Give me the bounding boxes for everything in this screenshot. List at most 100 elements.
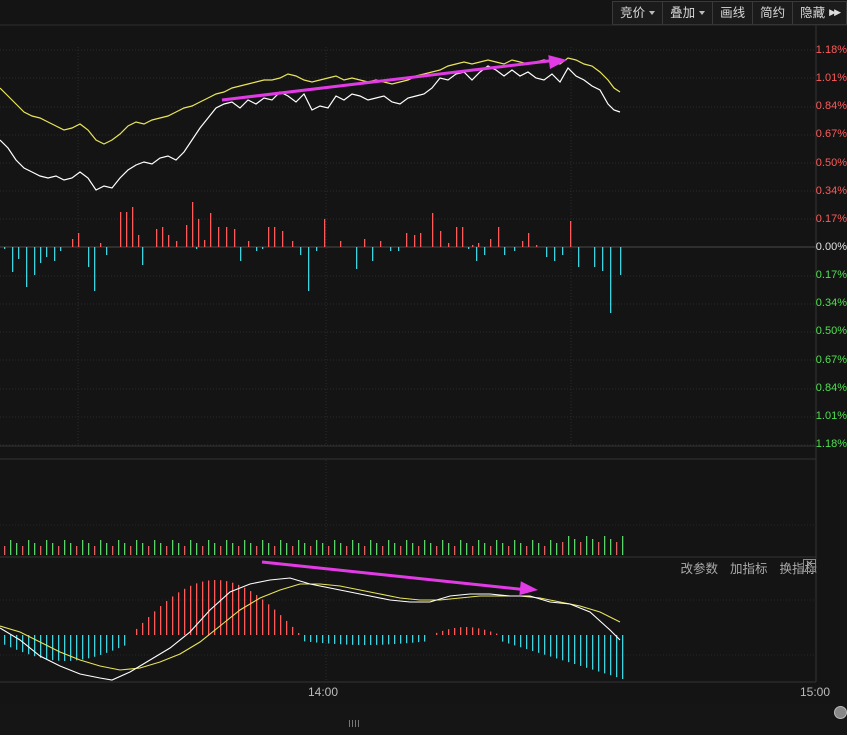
volume-bar <box>196 543 198 555</box>
macd-bar-down <box>574 635 576 665</box>
volume-bar <box>208 540 210 555</box>
macd-bar-up <box>442 630 444 635</box>
change-bar-up <box>156 229 158 247</box>
volume-bar <box>550 540 552 555</box>
change-bar-up <box>414 235 416 247</box>
y-axis-label-down: 1.18% <box>815 438 847 450</box>
change-bar-up <box>462 227 464 247</box>
macd-bar-down <box>424 635 426 642</box>
volume-bar <box>604 536 606 555</box>
volume-bar <box>388 540 390 555</box>
macd-bar-up <box>454 627 456 635</box>
volume-bar <box>430 543 432 555</box>
macd-bar-up <box>184 588 186 635</box>
volume-bar <box>586 536 588 555</box>
change-bar-down <box>40 247 42 263</box>
volume-bar <box>160 543 162 555</box>
macd-bar-down <box>112 635 114 651</box>
volume-bar <box>622 536 624 555</box>
average-price-line-path <box>0 57 621 145</box>
change-bar-up <box>440 231 442 247</box>
scrollbar-grip-icon[interactable] <box>349 720 361 727</box>
macd-bar-down <box>106 635 108 653</box>
change-bar-up <box>324 219 326 247</box>
y-axis-label-up: 0.17% <box>815 213 847 225</box>
volume-bar <box>562 542 564 555</box>
macd-bar-up <box>208 580 210 635</box>
macd-bar-down <box>370 635 372 645</box>
change-params-button[interactable]: 改参数 <box>680 561 718 576</box>
change-bar-down <box>26 247 28 287</box>
change-bar-up <box>292 241 294 247</box>
volume-bar <box>304 543 306 555</box>
double-chevron-right-icon: ▶▶ <box>829 8 841 18</box>
change-bar-up <box>120 212 122 247</box>
change-bar-down <box>106 247 108 255</box>
volume-bar <box>88 543 90 555</box>
volume-bar <box>598 542 600 555</box>
simple-mode-button[interactable]: 简约 <box>752 1 794 25</box>
macd-bar-up <box>472 627 474 635</box>
macd-bar-up <box>466 627 468 635</box>
change-bar-up <box>380 241 382 247</box>
macd-bar-down <box>322 635 324 644</box>
zoom-knob-icon[interactable] <box>834 706 847 719</box>
macd-bar-down <box>592 635 594 670</box>
volume-bar <box>346 546 348 555</box>
macd-bar-down <box>124 635 126 646</box>
volume-bar <box>472 546 474 555</box>
macd-bar-down <box>10 635 12 648</box>
macd-bar-up <box>484 629 486 635</box>
change-bar-down <box>620 247 622 275</box>
change-bar-up <box>132 207 134 247</box>
change-bar-up <box>498 227 500 247</box>
macd-bar-down <box>418 635 420 643</box>
add-indicator-button[interactable]: 加指标 <box>729 561 768 576</box>
volume-bar <box>34 543 36 555</box>
macd-bar-up <box>262 599 264 635</box>
change-bar-down <box>142 247 144 265</box>
volume-bar <box>238 546 240 555</box>
volume-bar <box>124 543 126 555</box>
hide-button[interactable]: 隐藏 ▶▶ <box>792 1 847 25</box>
macd-histogram <box>4 580 624 679</box>
change-bar-down <box>12 247 14 272</box>
volume-bar <box>82 540 84 555</box>
macd-bar-down <box>46 635 48 660</box>
horizontal-scrollbar[interactable] <box>0 704 847 735</box>
macd-bar-up <box>286 620 288 635</box>
change-bar-up <box>570 221 572 247</box>
macd-bar-down <box>394 635 396 645</box>
macd-bar-down <box>58 635 60 661</box>
macd-bar-up <box>274 609 276 635</box>
macd-bar-down <box>568 635 570 663</box>
change-bar-up <box>72 239 74 247</box>
macd-bar-up <box>142 622 144 635</box>
dropdown-caret-icon <box>649 11 656 15</box>
volume-bar <box>484 543 486 555</box>
volume-bar <box>148 546 150 555</box>
volume-bar <box>448 543 450 555</box>
bid-price-button[interactable]: 竞价 <box>612 1 664 25</box>
close-indicator-icon[interactable]: ✕ <box>803 559 816 572</box>
macd-bar-down <box>358 635 360 645</box>
volume-bar <box>406 540 408 555</box>
change-bar-up <box>226 227 228 247</box>
volume-bar <box>328 546 330 555</box>
change-bar-down <box>562 247 564 255</box>
change-bar-down <box>554 247 556 261</box>
macd-bar-up <box>256 595 258 635</box>
volume-bar <box>376 543 378 555</box>
change-bar-down <box>610 247 612 313</box>
arrow-shaft <box>221 58 558 102</box>
switch-indicator-button[interactable]: 换指标 <box>779 561 817 576</box>
arrow-head-icon <box>519 581 538 596</box>
volume-bar <box>250 543 252 555</box>
y-axis-label-up: 1.18% <box>815 44 847 56</box>
change-bar-up <box>420 233 422 247</box>
intraday-chart[interactable] <box>0 0 847 705</box>
change-bar-down <box>88 247 90 267</box>
macd-bar-down <box>16 635 18 650</box>
y-axis-label-up: 0.67% <box>815 128 847 140</box>
macd-bar-down <box>526 635 528 650</box>
